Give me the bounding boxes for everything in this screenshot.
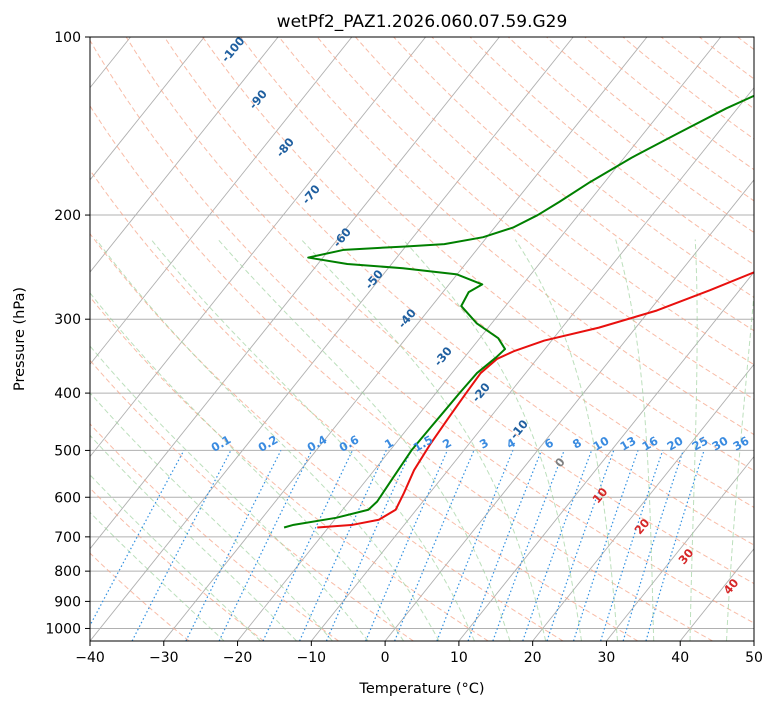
chart-title: wetPf2_PAZ1.2026.060.07.59.G29 [277,12,568,32]
x-axis-title: Temperature (°C) [358,681,484,697]
y-tick-label: 400 [54,386,81,402]
dry-adiabat [125,37,754,585]
y-axis-title: Pressure (hPa) [12,287,28,391]
x-tick-label: 0 [381,650,390,666]
y-tick-label: 300 [54,312,81,328]
y-axis: 1000 900 800 700 600 500 400 300 200 100 [45,30,90,637]
x-tick-label: 30 [598,650,616,666]
isotherm-gridline [532,363,754,641]
dry-adiabat [90,169,639,641]
dry-adiabat [163,37,754,546]
moist-adiabat [615,239,655,641]
mixing-ratio-line [622,450,684,641]
mixing-ratio-label: 36 [731,433,752,453]
isotherm-gridline [90,37,426,458]
isotherm-gridline [384,179,754,641]
dry-adiabat [90,487,265,641]
mixing-ratio-line [522,450,593,641]
isotherm-gridline [90,37,279,273]
dry-adiabat [278,37,754,436]
moist-adiabat [90,474,261,641]
y-tick-label: 500 [54,443,81,459]
moist-adiabat [726,289,754,641]
isotherm-gridline [90,37,353,366]
moist-adiabat [514,239,619,641]
isotherm-gridline [237,37,722,641]
mixing-ratio-label: 20 [665,433,686,453]
dry-adiabat [469,37,754,266]
moist-adiabat [90,345,369,641]
moist-adiabat [90,292,404,641]
mixing-ratio-line [546,450,615,641]
temperature-profile [317,271,754,529]
mixing-ratio-line [600,450,664,641]
y-tick-label: 800 [54,564,81,580]
mixing-ratio-line [492,450,565,641]
dry-adiabat [546,37,754,202]
dry-adiabat [90,104,713,641]
y-tick-label: 200 [54,208,81,224]
mixing-ratio-label: 25 [690,433,711,453]
isotherm-gridline [163,37,648,641]
x-tick-label: 10 [450,650,468,666]
moist-adiabat [300,239,547,641]
x-tick-label: −20 [223,650,253,666]
moist-adiabat [217,239,511,641]
moist-adiabat [689,239,698,641]
mixing-ratio-label: 10 [591,433,612,453]
mixing-ratio-line [262,450,353,641]
dry-adiabat [90,359,414,641]
mixing-ratio-line [185,450,282,641]
dry-adiabat [507,37,754,234]
mixing-ratio-line [218,450,313,641]
y-tick-label: 900 [54,594,81,610]
dry-adiabat [393,37,754,332]
dry-adiabat [316,37,754,400]
moist-adiabat [95,239,440,641]
mixing-ratio-line [299,450,387,641]
dewpoint-profile [283,94,754,529]
y-tick-label: 700 [54,530,81,546]
dry-adiabat [355,37,754,366]
moist-adiabat [402,239,583,641]
mixing-ratio-label: 16 [640,433,661,453]
y-tick-label: 600 [54,490,81,506]
x-tick-label: 20 [524,650,542,666]
isotherm-gridline [606,455,754,641]
x-tick-label: −40 [75,650,105,666]
background-lines [90,37,754,641]
isotherm-gridline [90,37,574,641]
isotherm-gridline [90,37,205,181]
data-series [283,94,754,529]
mixing-ratio-line [90,450,185,627]
x-tick-label: 50 [745,650,763,666]
x-tick-label: −10 [297,650,327,666]
dry-adiabat [90,39,754,624]
x-tick-label: −30 [149,650,179,666]
dry-adiabat [90,296,489,641]
mixing-ratio-line [365,450,448,641]
plot-frame [89,36,755,642]
isotherm-gridline [458,271,754,641]
mixing-ratio-label: 30 [710,433,731,453]
mixing-ratio-line [572,450,639,641]
moist-adiabat [90,434,297,641]
isotherm-gridline [90,37,500,550]
dry-adiabat [90,423,339,641]
x-tick-label: 40 [671,650,689,666]
dry-adiabat [584,37,754,171]
x-axis: −40 −30 −20 −10 0 10 20 30 40 50 [75,641,763,666]
moist-adiabat [90,392,333,641]
y-tick-label: 1000 [45,621,81,637]
mixing-ratio-line [645,450,705,641]
mixing-ratio-label: 13 [618,433,639,453]
y-tick-label: 100 [54,30,81,46]
